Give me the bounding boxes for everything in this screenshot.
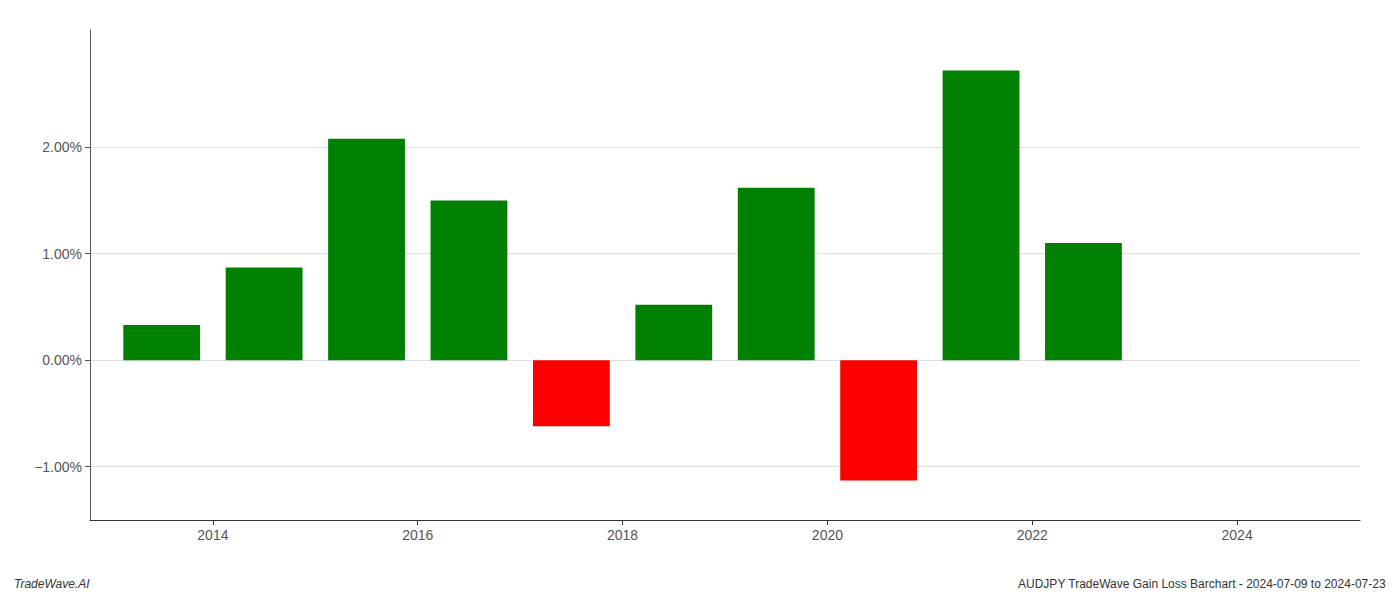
svg-text:2014: 2014 <box>197 527 228 543</box>
svg-text:2018: 2018 <box>607 527 638 543</box>
svg-text:2024: 2024 <box>1222 527 1253 543</box>
svg-text:2022: 2022 <box>1017 527 1048 543</box>
svg-text:2020: 2020 <box>812 527 843 543</box>
svg-text:AUDJPY TradeWave Gain Loss Bar: AUDJPY TradeWave Gain Loss Barchart - 20… <box>1018 577 1386 591</box>
svg-text:TradeWave.AI: TradeWave.AI <box>14 577 90 591</box>
svg-text:0.00%: 0.00% <box>42 352 82 368</box>
svg-text:−1.00%: −1.00% <box>34 459 82 475</box>
svg-text:2016: 2016 <box>402 527 433 543</box>
svg-text:2.00%: 2.00% <box>42 139 82 155</box>
svg-text:1.00%: 1.00% <box>42 246 82 262</box>
